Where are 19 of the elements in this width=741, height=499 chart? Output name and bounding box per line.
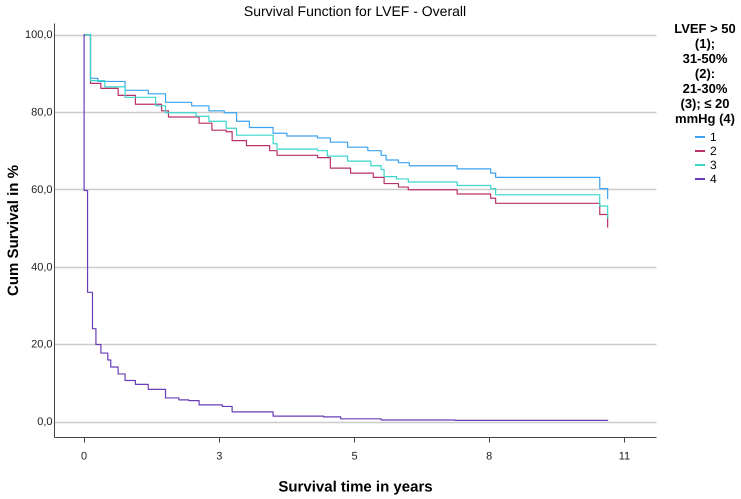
legend-label: 1 bbox=[710, 130, 717, 144]
x-tick-label: 0 bbox=[81, 450, 88, 462]
y-tick-label: 100,0 bbox=[24, 29, 52, 42]
y-tick-label: 60,0 bbox=[31, 184, 52, 196]
x-tick-label: 11 bbox=[618, 450, 630, 462]
legend-label: 3 bbox=[710, 158, 717, 172]
legend-title: LVEF > 50 (1); 31-50% (2): 21-30% (3); ≤ 20 mmHg (4) bbox=[674, 21, 736, 126]
y-axis-title: Cum Survival in % bbox=[4, 165, 22, 296]
y-tick-label: 20,0 bbox=[31, 338, 52, 351]
legend-label: 2 bbox=[710, 144, 717, 158]
x-tick-label: 8 bbox=[486, 450, 492, 462]
y-tick-label: 0,0 bbox=[37, 416, 52, 428]
y-tick-label: 40,0 bbox=[31, 261, 52, 274]
x-axis-title: Survival time in years bbox=[278, 478, 433, 496]
legend-label: 4 bbox=[710, 172, 717, 186]
x-tick-label: 3 bbox=[216, 450, 222, 462]
y-tick-label: 80,0 bbox=[31, 106, 52, 118]
chart-title: Survival Function for LVEF - Overall bbox=[244, 3, 466, 19]
x-tick-label: 5 bbox=[351, 450, 358, 462]
